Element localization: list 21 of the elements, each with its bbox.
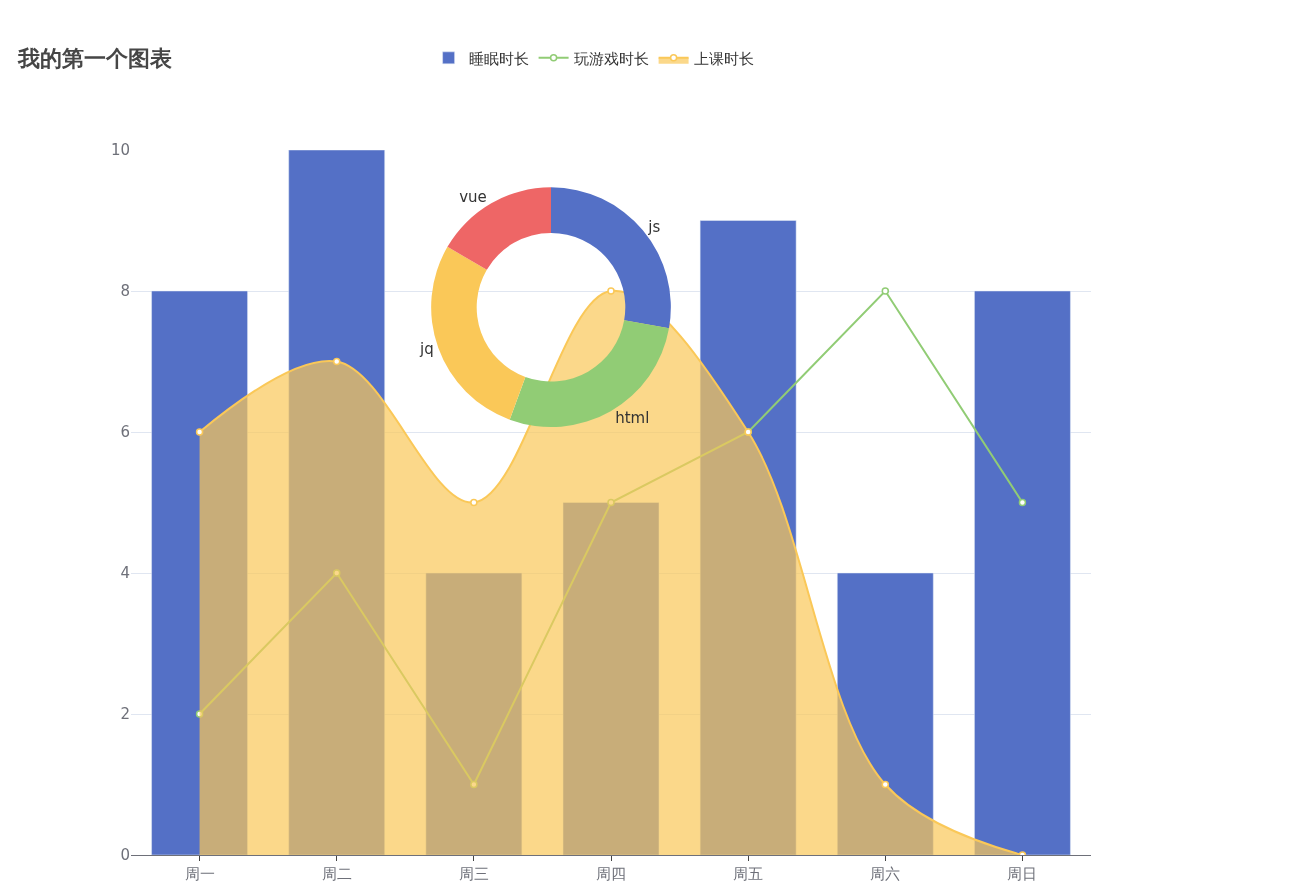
y-tick-label: 0 — [120, 846, 130, 865]
legend-label: 玩游戏时长 — [573, 49, 649, 68]
x-tick-label: 周日 — [1007, 865, 1038, 883]
x-tick-label: 周四 — [596, 865, 626, 883]
slice-label: html — [615, 408, 650, 427]
y-tick-label: 10 — [110, 141, 130, 160]
y-tick-label: 2 — [120, 705, 130, 724]
y-tick-label: 4 — [120, 564, 130, 583]
y-tick-label: 6 — [120, 423, 130, 442]
slice-label: js — [647, 217, 661, 236]
legend-label: 睡眠时长 — [468, 49, 529, 68]
chart-title: 我的第一个图表 — [17, 45, 173, 71]
x-tick-label: 周五 — [733, 865, 764, 883]
slice-label: jq — [419, 339, 434, 358]
x-tick-label: 周二 — [321, 865, 352, 883]
x-tick-label: 周三 — [458, 865, 489, 883]
slice-label: vue — [459, 187, 487, 206]
x-tick-label: 周一 — [184, 865, 215, 883]
x-tick-label: 周六 — [870, 865, 901, 883]
legend-label: 上课时长 — [693, 49, 754, 68]
y-tick-label: 8 — [120, 282, 130, 301]
